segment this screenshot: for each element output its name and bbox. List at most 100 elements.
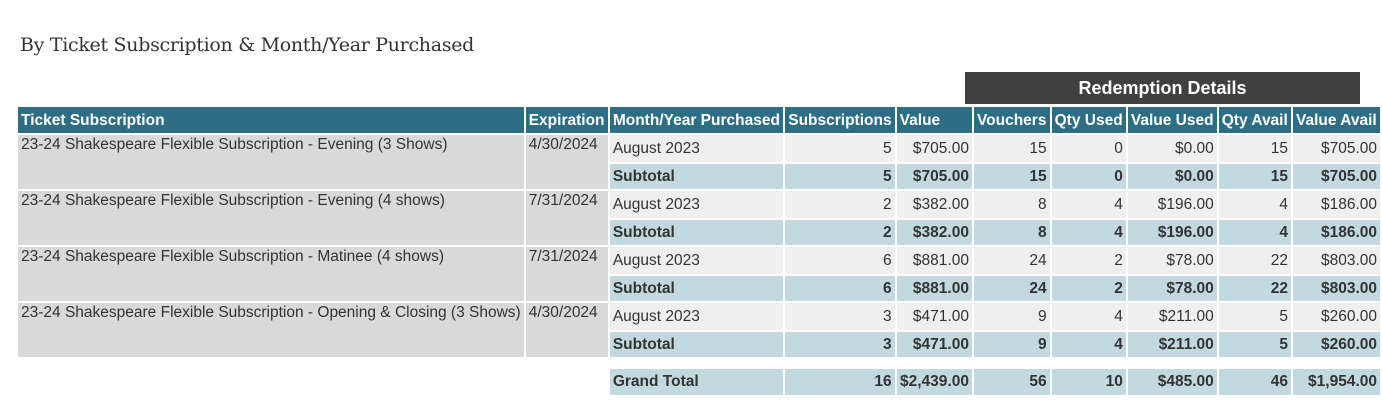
subtotal-vouchers: 8 <box>971 218 1052 247</box>
subtotal-value: $705.00 <box>894 162 974 191</box>
detail-qty-used: 4 <box>1049 301 1128 332</box>
detail-vouchers: 8 <box>971 189 1052 220</box>
table-row: 23-24 Shakespeare Flexible Subscription … <box>16 301 1382 359</box>
subtotal-value-used: $78.00 <box>1125 274 1219 303</box>
header-row: Ticket Subscription Expiration Month/Yea… <box>16 105 1382 135</box>
detail-value-avail: $803.00 <box>1291 245 1382 276</box>
grand-total-label: Grand Total <box>607 367 786 397</box>
expiration-date: 7/31/2024 <box>523 245 610 303</box>
grand-total-row: Grand Total 16 $2,439.00 56 10 $485.00 4… <box>17 367 1382 397</box>
subtotal-value: $471.00 <box>894 330 974 359</box>
detail-value: $382.00 <box>894 189 974 220</box>
grand-total-qty-used: 10 <box>1049 367 1128 397</box>
grand-total-value-used: $485.00 <box>1125 367 1219 397</box>
redemption-details-header: Redemption Details <box>965 72 1360 104</box>
subtotal-row: Subtotal 5 $705.00 15 0 $0.00 15 $705.00 <box>17 162 1382 191</box>
table-row: 23-24 Shakespeare Flexible Subscription … <box>16 245 1382 303</box>
subtotal-vouchers: 24 <box>971 274 1052 303</box>
detail-value: $471.00 <box>894 301 974 332</box>
detail-vouchers: 9 <box>971 301 1052 332</box>
subtotal-qty-used: 4 <box>1049 330 1128 359</box>
detail-value-used: $196.00 <box>1125 189 1219 220</box>
expiration-date: 7/31/2024 <box>523 189 610 247</box>
detail-value-avail: $705.00 <box>1291 133 1382 164</box>
grand-total-value-avail: $1,954.00 <box>1291 367 1382 397</box>
subtotal-qty-used: 0 <box>1049 162 1128 191</box>
subtotal-value-used: $211.00 <box>1125 330 1219 359</box>
col-qty-used: Qty Used <box>1049 105 1128 135</box>
detail-value: $881.00 <box>894 245 974 276</box>
detail-qty-used: 4 <box>1049 189 1128 220</box>
detail-qty-used: 0 <box>1049 133 1128 164</box>
subtotal-vouchers: 15 <box>971 162 1052 191</box>
subtotal-qty-avail: 15 <box>1216 162 1294 191</box>
subtotal-qty-avail: 22 <box>1216 274 1294 303</box>
subtotal-subscriptions: 3 <box>783 330 897 359</box>
detail-qty-avail: 22 <box>1216 245 1294 276</box>
grand-total-value: $2,439.00 <box>894 367 974 397</box>
subtotal-value-avail: $260.00 <box>1291 330 1382 359</box>
detail-vouchers: 15 <box>971 133 1052 164</box>
subtotal-subscriptions: 5 <box>783 162 897 191</box>
subtotal-vouchers: 9 <box>971 330 1052 359</box>
col-qty-avail: Qty Avail <box>1216 105 1294 135</box>
detail-subscriptions: 5 <box>783 133 897 164</box>
ticket-subscription-name: 23-24 Shakespeare Flexible Subscription … <box>16 189 526 247</box>
grand-total-vouchers: 56 <box>971 367 1052 397</box>
detail-value-used: $78.00 <box>1125 245 1219 276</box>
detail-qty-avail: 4 <box>1216 189 1294 220</box>
month-year-purchased: August 2023 <box>607 133 786 164</box>
col-expiration: Expiration <box>523 105 610 135</box>
grand-total-subscriptions: 16 <box>783 367 897 397</box>
detail-vouchers: 24 <box>971 245 1052 276</box>
detail-qty-used: 2 <box>1049 245 1128 276</box>
subtotal-value-avail: $705.00 <box>1291 162 1382 191</box>
col-ticket-subscription: Ticket Subscription <box>16 105 526 135</box>
detail-subscriptions: 6 <box>783 245 897 276</box>
detail-value-used: $211.00 <box>1125 301 1219 332</box>
subtotal-qty-used: 4 <box>1049 218 1128 247</box>
subtotal-value-used: $196.00 <box>1125 218 1219 247</box>
col-value-avail: Value Avail <box>1291 105 1382 135</box>
subtotal-qty-avail: 4 <box>1216 218 1294 247</box>
ticket-subscription-name: 23-24 Shakespeare Flexible Subscription … <box>16 301 526 359</box>
subtotal-subscriptions: 2 <box>783 218 897 247</box>
subtotal-row: Subtotal 6 $881.00 24 2 $78.00 22 $803.00 <box>17 274 1382 303</box>
subtotal-label: Subtotal <box>607 330 786 359</box>
col-value: Value <box>894 105 974 135</box>
subtotal-qty-used: 2 <box>1049 274 1128 303</box>
table-row: 23-24 Shakespeare Flexible Subscription … <box>16 133 1382 191</box>
subtotal-subscriptions: 6 <box>783 274 897 303</box>
ticket-subscription-name: 23-24 Shakespeare Flexible Subscription … <box>16 245 526 303</box>
subtotal-qty-avail: 5 <box>1216 330 1294 359</box>
subtotal-value-used: $0.00 <box>1125 162 1219 191</box>
detail-qty-avail: 15 <box>1216 133 1294 164</box>
col-month-year-purchased: Month/Year Purchased <box>607 105 786 135</box>
month-year-purchased: August 2023 <box>607 245 786 276</box>
subtotal-label: Subtotal <box>607 274 786 303</box>
col-subscriptions: Subscriptions <box>783 105 897 135</box>
detail-subscriptions: 2 <box>783 189 897 220</box>
subtotal-value: $881.00 <box>894 274 974 303</box>
subtotal-value-avail: $803.00 <box>1291 274 1382 303</box>
grand-total-qty-avail: 46 <box>1216 367 1294 397</box>
subtotal-value: $382.00 <box>894 218 974 247</box>
subtotal-value-avail: $186.00 <box>1291 218 1382 247</box>
detail-value-used: $0.00 <box>1125 133 1219 164</box>
detail-value: $705.00 <box>894 133 974 164</box>
subtotal-row: Subtotal 2 $382.00 8 4 $196.00 4 $186.00 <box>17 218 1382 247</box>
subtotal-label: Subtotal <box>607 218 786 247</box>
col-vouchers: Vouchers <box>971 105 1052 135</box>
expiration-date: 4/30/2024 <box>523 133 610 191</box>
month-year-purchased: August 2023 <box>607 189 786 220</box>
col-value-used: Value Used <box>1125 105 1219 135</box>
detail-subscriptions: 3 <box>783 301 897 332</box>
subscription-report-table: Ticket Subscription Expiration Month/Yea… <box>16 105 1382 397</box>
detail-qty-avail: 5 <box>1216 301 1294 332</box>
expiration-date: 4/30/2024 <box>523 301 610 359</box>
subtotal-label: Subtotal <box>607 162 786 191</box>
subtotal-row: Subtotal 3 $471.00 9 4 $211.00 5 $260.00 <box>17 330 1382 359</box>
table-row: 23-24 Shakespeare Flexible Subscription … <box>16 189 1382 247</box>
ticket-subscription-name: 23-24 Shakespeare Flexible Subscription … <box>16 133 526 191</box>
month-year-purchased: August 2023 <box>607 301 786 332</box>
